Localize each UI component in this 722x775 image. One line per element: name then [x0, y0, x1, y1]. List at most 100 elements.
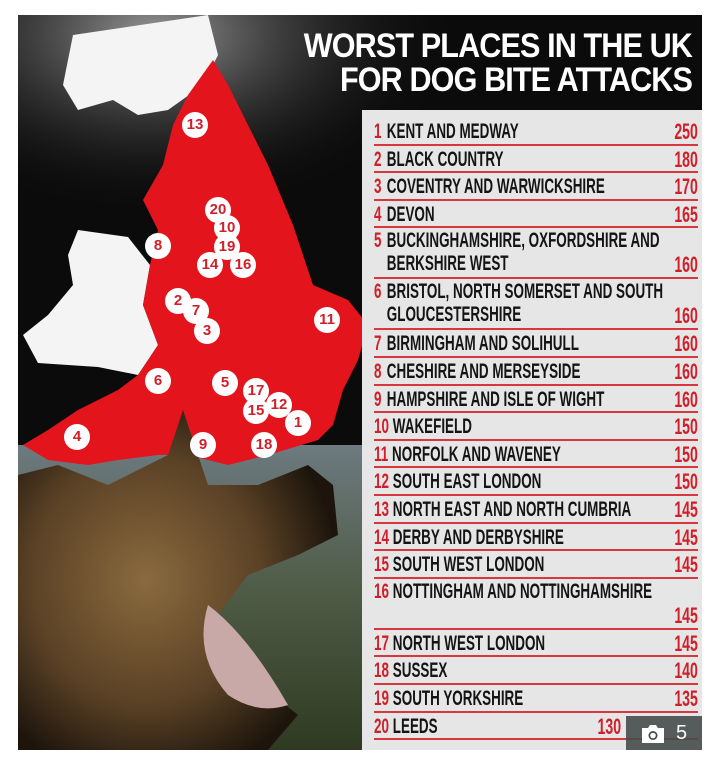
table-row: 2 BLACK COUNTRY 180: [374, 146, 698, 174]
gallery-count: 5: [676, 722, 688, 744]
wales-shape: [23, 230, 158, 375]
table-row: 1 KENT AND MEDWAY 250: [374, 118, 698, 146]
region-name: KENT AND MEDWAY: [386, 120, 519, 143]
bite-count: 180: [674, 146, 698, 172]
map-marker: 3: [194, 318, 220, 344]
bite-count: 160: [674, 252, 698, 278]
bite-count: 150: [674, 469, 698, 495]
table-row: 7 BIRMINGHAM AND SOLIHULL 160: [374, 330, 698, 358]
bite-count: 150: [674, 441, 698, 467]
bite-count: 130: [597, 713, 622, 739]
ranking-table: 1 KENT AND MEDWAY 250 2 BLACK COUNTRY 180 3 COV…: [362, 110, 702, 750]
rank: 17: [374, 631, 389, 655]
table-row: 17 NORTH WEST LONDON 145: [374, 630, 698, 658]
bite-count: 160: [674, 358, 698, 384]
region-name: SOUTH WEST LONDON: [392, 553, 545, 577]
table-row: 14 DERBY AND DERBYSHIRE 145: [374, 524, 698, 552]
map-marker: 18: [251, 432, 277, 458]
camera-icon: [642, 725, 664, 743]
table-row: 8 CHESHIRE AND MERSEYSIDE 160: [374, 358, 698, 386]
rank: 7: [374, 332, 382, 356]
bite-count: 145: [674, 496, 698, 522]
rank: 3: [374, 175, 382, 199]
bite-count: 145: [674, 552, 698, 578]
scotland-shape: [63, 15, 218, 115]
rank: 6: [374, 280, 382, 304]
infographic-title: WORST PLACES IN THE UK FOR DOG BITE ATTA…: [222, 27, 693, 99]
rank: 5: [374, 229, 382, 253]
region-name: DEVON: [386, 202, 435, 226]
bite-count: 135: [674, 685, 698, 711]
rank: 1: [374, 120, 382, 143]
map-marker: 5: [212, 370, 238, 396]
map-marker: 14: [197, 252, 223, 278]
bite-count: 145: [674, 630, 698, 656]
map-marker: 6: [145, 368, 171, 394]
region-name: NORTH WEST LONDON: [392, 631, 546, 655]
rank: 2: [374, 147, 382, 171]
table-row: 15 SOUTH WEST LONDON 145: [374, 551, 698, 579]
map-marker: 11: [314, 307, 340, 333]
england-shape: [23, 60, 368, 465]
region-name: SUSSEX: [392, 659, 448, 683]
table-row: 16 NOTTINGHAM AND NOTTINGHAMSHIRE 145: [374, 579, 698, 630]
table-row: 3 COVENTRY AND WARWICKSHIRE 170: [374, 173, 698, 201]
bite-count: 145: [674, 524, 698, 550]
map-marker: 9: [190, 432, 216, 458]
map-marker: 16: [230, 252, 256, 278]
table-row: 19 SOUTH YORKSHIRE 135: [374, 685, 698, 713]
rank: 8: [374, 359, 382, 383]
region-name: LEEDS: [392, 714, 438, 738]
region-name: COVENTRY AND WARWICKSHIRE: [386, 175, 605, 199]
region-name: SOUTH EAST LONDON: [392, 470, 542, 494]
region-name: CHESHIRE AND MERSEYSIDE: [386, 359, 581, 383]
bite-count: 160: [674, 331, 698, 357]
region-name: NORFOLK AND WAVENEY: [392, 442, 561, 466]
table-row: 10 WAKEFIELD 150: [374, 413, 698, 441]
region-name: NOTTINGHAM AND NOTTINGHAMSHIRE: [392, 579, 653, 603]
region-name: DERBY AND DERBYSHIRE: [392, 525, 564, 549]
region-name: SOUTH YORKSHIRE: [392, 686, 524, 710]
table-row: 12 SOUTH EAST LONDON 150: [374, 468, 698, 496]
table-row: 9 HAMPSHIRE AND ISLE OF WIGHT 160: [374, 386, 698, 414]
region-name: BUCKINGHAMSHIRE, OXFORDSHIRE AND BERKSHI…: [386, 229, 660, 276]
rank: 10: [374, 415, 389, 439]
rank: 18: [374, 659, 389, 683]
bite-count: 140: [674, 658, 698, 684]
table-row: 13 NORTH EAST AND NORTH CUMBRIA 145: [374, 496, 698, 524]
region-name: NORTH EAST AND NORTH CUMBRIA: [392, 497, 632, 521]
rank: 11: [374, 442, 389, 466]
table-row: 11 NORFOLK AND WAVENEY 150: [374, 441, 698, 469]
rank: 19: [374, 686, 389, 710]
bite-count: 170: [674, 174, 698, 200]
title-line: WORST PLACES IN THE UK: [303, 27, 693, 65]
table-row: 5 BUCKINGHAMSHIRE, OXFORDSHIRE AND BERKSH…: [374, 228, 698, 280]
rank: 13: [374, 497, 389, 521]
rank: 9: [374, 387, 382, 411]
title-line: FOR DOG BITE ATTACKS: [339, 61, 693, 99]
map-marker: 8: [145, 233, 171, 259]
region-name: BRISTOL, NORTH SOMERSET AND SOUTH GLOUCE…: [386, 280, 664, 327]
region-name: BIRMINGHAM AND SOLIHULL: [386, 332, 579, 356]
map-marker: 4: [64, 424, 90, 450]
map-marker: 13: [182, 112, 208, 138]
table-row: 18 SUSSEX 140: [374, 657, 698, 685]
dog-shape: [18, 410, 338, 750]
gallery-button[interactable]: 5: [626, 716, 702, 750]
bite-count: 160: [674, 303, 698, 329]
bite-count: 150: [674, 414, 698, 440]
map-marker: 15: [243, 398, 269, 424]
table-row: 6 BRISTOL, NORTH SOMERSET AND SOUTH GLOUC…: [374, 279, 698, 331]
bite-count: 165: [674, 201, 698, 227]
rank: 20: [374, 714, 389, 738]
rank: 4: [374, 202, 382, 226]
region-name: HAMPSHIRE AND ISLE OF WIGHT: [386, 387, 605, 411]
rank: 16: [374, 579, 389, 603]
region-name: WAKEFIELD: [392, 415, 472, 439]
rank: 15: [374, 553, 389, 577]
rank: 12: [374, 470, 389, 494]
table-row: 20 LEEDS 130: [374, 713, 698, 741]
bite-count: 160: [674, 386, 698, 412]
bite-count: 145: [674, 602, 698, 628]
infographic[interactable]: 13 20 10 19 14 16 8 2 7 3 11 6 5 17 12 1…: [18, 15, 702, 750]
